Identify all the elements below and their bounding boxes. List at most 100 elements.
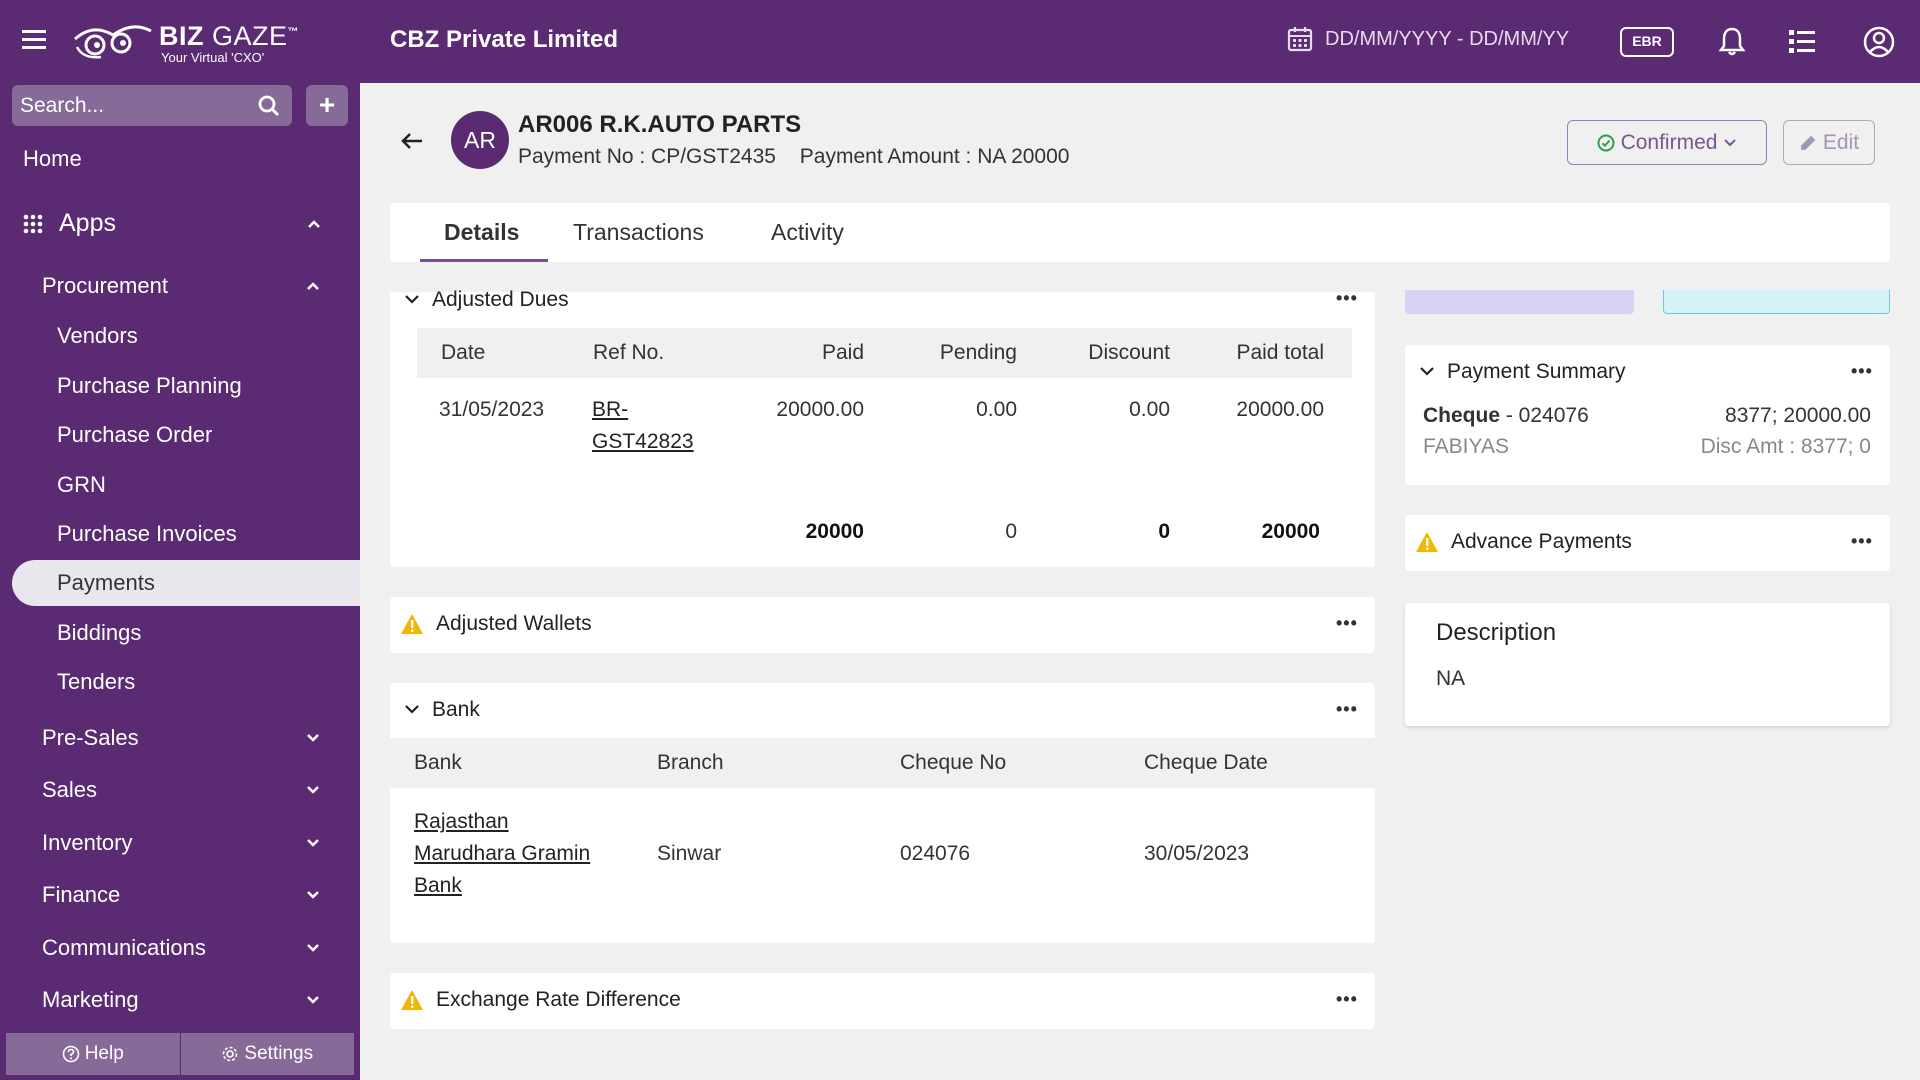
sidebar-footer: Help Settings	[6, 1033, 354, 1075]
nav-pre-sales[interactable]: Pre-Sales	[42, 725, 342, 751]
edit-button[interactable]: Edit	[1783, 120, 1875, 165]
nav-item-biddings[interactable]: Biddings	[57, 620, 142, 645]
adjusted-dues-card: Adjusted Dues ••• Date Ref No. Paid Pend…	[390, 288, 1375, 567]
bank-header[interactable]: Bank	[404, 698, 480, 722]
nav-apps[interactable]: Apps	[23, 209, 343, 238]
nav-item-payments[interactable]: Payments	[12, 560, 360, 606]
more-options-icon[interactable]: •••	[1851, 361, 1873, 381]
search-icon[interactable]	[258, 95, 280, 117]
gear-icon	[221, 1045, 239, 1063]
payment-mode-label: Cheque	[1423, 404, 1501, 427]
payment-amounts: 8377; 20000.00	[1725, 404, 1871, 427]
nav-finance[interactable]: Finance	[42, 882, 342, 908]
bank-name-link-3[interactable]: Bank	[414, 874, 462, 897]
nav-item-grn[interactable]: GRN	[57, 472, 106, 497]
col-discount: Discount	[1088, 341, 1170, 364]
status-dropdown[interactable]: Confirmed	[1567, 120, 1767, 165]
sidebar: + Home Apps Procurement Vendors Purchase…	[0, 83, 360, 1080]
chevron-down-icon[interactable]	[306, 838, 320, 848]
adjusted-dues-table-header: Date Ref No. Paid Pending Discount Paid …	[417, 328, 1352, 378]
nav-inventory[interactable]: Inventory	[42, 830, 342, 856]
bank-title: Bank	[432, 698, 480, 721]
search-box[interactable]	[12, 85, 292, 126]
logo-text-biz: BIZ	[159, 21, 204, 51]
hamburger-menu-icon[interactable]	[22, 29, 46, 51]
tab-details[interactable]: Details	[444, 219, 520, 245]
nav-procurement[interactable]: Procurement	[42, 273, 342, 299]
more-options-icon[interactable]: •••	[1336, 699, 1358, 719]
bank-name-link-2[interactable]: Marudhara Gramin	[414, 842, 591, 865]
chevron-up-icon[interactable]	[307, 219, 321, 229]
row-ref-link-2[interactable]: GST42823	[592, 430, 694, 453]
help-icon	[62, 1045, 80, 1063]
payment-amount: Payment Amount : NA 20000	[799, 145, 1070, 168]
nav-item-purchase-invoices[interactable]: Purchase Invoices	[57, 521, 237, 546]
nav-communications[interactable]: Communications	[42, 935, 342, 961]
add-button[interactable]: +	[306, 85, 348, 126]
active-tab-indicator	[420, 259, 548, 262]
adjusted-dues-header[interactable]: Adjusted Dues	[404, 288, 569, 312]
avatar: AR	[451, 111, 509, 169]
discount-amount: Disc Amt : 8377; 0	[1700, 435, 1871, 458]
row-ref-link-1[interactable]: BR-	[592, 398, 629, 421]
back-arrow-icon[interactable]	[400, 131, 424, 151]
nav-home[interactable]: Home	[23, 146, 82, 171]
chevron-down-icon[interactable]	[306, 785, 320, 795]
row-paid: 20000.00	[776, 398, 864, 421]
warning-icon	[401, 990, 423, 1010]
top-bar: BIZ GAZE™ Your Virtual 'CXO' CBZ Private…	[0, 0, 1920, 83]
adjusted-dues-title: Adjusted Dues	[432, 288, 569, 311]
settings-button[interactable]: Settings	[179, 1033, 355, 1075]
nav-item-purchase-order[interactable]: Purchase Order	[57, 422, 213, 447]
chevron-down-icon[interactable]	[306, 890, 320, 900]
task-list-icon[interactable]	[1788, 26, 1816, 56]
chevron-down-icon[interactable]	[306, 995, 320, 1005]
nav-item-tenders[interactable]: Tenders	[57, 669, 136, 694]
advance-payments-title: Advance Payments	[1451, 530, 1632, 553]
nav-sales[interactable]: Sales	[42, 777, 342, 803]
chevron-down-icon[interactable]	[306, 943, 320, 953]
user-profile-icon[interactable]	[1863, 26, 1895, 58]
cheque-no-value: 024076	[900, 842, 971, 865]
more-options-icon[interactable]: •••	[1336, 288, 1358, 308]
payee-name: FABIYAS	[1423, 435, 1509, 458]
total-discount: 0	[1158, 520, 1170, 543]
chevron-down-icon[interactable]	[306, 733, 320, 743]
search-input[interactable]	[20, 85, 250, 126]
exchange-rate-card[interactable]: Exchange Rate Difference •••	[390, 973, 1375, 1029]
chevron-up-icon[interactable]	[306, 281, 320, 291]
nav-item-purchase-planning[interactable]: Purchase Planning	[57, 373, 242, 398]
tab-transactions[interactable]: Transactions	[573, 219, 704, 245]
adjusted-wallets-card[interactable]: Adjusted Wallets •••	[390, 597, 1375, 653]
bizgaze-logo[interactable]: BIZ GAZE™ Your Virtual 'CXO'	[73, 17, 299, 65]
nav-item-vendors[interactable]: Vendors	[57, 323, 138, 348]
payment-summary-header[interactable]: Payment Summary	[1419, 360, 1626, 384]
advance-payments-card[interactable]: Advance Payments •••	[1405, 515, 1890, 571]
nav-marketing[interactable]: Marketing	[42, 987, 342, 1013]
chevron-down-icon	[405, 295, 419, 304]
summary-tile-cyan	[1663, 290, 1890, 314]
tab-activity[interactable]: Activity	[771, 219, 844, 245]
more-options-icon[interactable]: •••	[1851, 531, 1873, 551]
nav-apps-label: Apps	[59, 209, 116, 237]
summary-tile-purple	[1405, 290, 1634, 314]
more-options-icon[interactable]: •••	[1336, 989, 1358, 1009]
help-button[interactable]: Help	[6, 1033, 180, 1075]
bank-name-link-1[interactable]: Rajasthan	[414, 810, 509, 833]
company-name[interactable]: CBZ Private Limited	[390, 26, 619, 53]
bank-card: Bank ••• Bank Branch Cheque No Cheque Da…	[390, 683, 1375, 943]
ebr-button[interactable]: EBR	[1620, 27, 1674, 57]
branch-value: Sinwar	[657, 842, 722, 865]
bell-icon[interactable]	[1718, 26, 1746, 56]
chevron-down-icon	[1724, 138, 1737, 146]
payment-summary-card: Payment Summary ••• Cheque - 024076 8377…	[1405, 345, 1890, 485]
nav-item-payments-label: Payments	[57, 570, 155, 595]
more-options-icon[interactable]: •••	[1336, 613, 1358, 633]
payment-mode: Cheque - 024076	[1423, 404, 1589, 428]
date-range-picker[interactable]: DD/MM/YYYY - DD/MM/YY	[1287, 26, 1569, 52]
nav-inventory-label: Inventory	[42, 830, 133, 855]
nav-pre-sales-label: Pre-Sales	[42, 725, 139, 750]
col-paid-total: Paid total	[1236, 341, 1324, 364]
col-branch: Branch	[657, 751, 724, 774]
col-date: Date	[441, 341, 486, 364]
